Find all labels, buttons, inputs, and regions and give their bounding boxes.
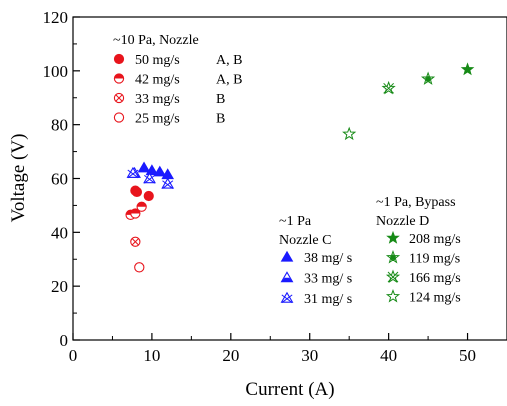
legend-title: ~1 Pa, Bypass	[376, 195, 456, 210]
y-tick-label: 40	[51, 223, 68, 242]
legend-entry-label: 42 mg/s	[135, 73, 180, 88]
data-point	[131, 186, 143, 198]
legend-nozzle-label: A, B	[216, 73, 242, 88]
data-point	[153, 165, 167, 177]
x-tick-label: 20	[222, 346, 239, 365]
x-tick-label: 50	[459, 346, 476, 365]
legend-nozzle-label: A, B	[216, 53, 242, 68]
legend-entry-label: 33 mg/ s	[304, 272, 352, 287]
legends: ~10 Pa, Nozzle 50 mg/s A, B 42 mg/s A, B 33 m…	[113, 33, 461, 307]
data-point	[136, 201, 147, 212]
legend-marker	[113, 92, 125, 104]
data-point	[126, 166, 140, 179]
data-point	[130, 236, 141, 247]
legend-marker	[280, 250, 294, 262]
legend-marker	[113, 112, 125, 123]
legend-entry-label: 38 mg/ s	[304, 251, 352, 266]
legend-entry-label: 25 mg/s	[135, 112, 180, 127]
data-point	[342, 126, 357, 141]
data-point	[460, 62, 475, 76]
data-point	[145, 164, 159, 176]
y-tick-label: 0	[60, 331, 69, 350]
legend-nozzle-label: B	[216, 112, 225, 127]
data-point	[137, 161, 151, 173]
legend-title: Nozzle C	[279, 233, 331, 248]
y-axis-label: Voltage (V)	[8, 134, 29, 223]
x-tick-label: 40	[380, 346, 397, 365]
legend-marker	[113, 73, 125, 84]
legend-lower-right: ~1 Pa, Bypass Nozzle D 208 mg/s 119 mg/s 166…	[376, 195, 461, 306]
legend-entry-label: 166 mg/s	[409, 271, 461, 286]
y-tick-label: 20	[51, 277, 68, 296]
y-tick-label: 100	[43, 62, 69, 81]
legend-marker	[386, 230, 400, 244]
data-point	[134, 262, 145, 273]
x-tick-label: 0	[69, 346, 78, 365]
legend-entry-label: 31 mg/ s	[304, 292, 352, 307]
y-tick-label: 60	[51, 170, 68, 189]
legend-top-left: ~10 Pa, Nozzle 50 mg/s A, B 42 mg/s A, B 33 m…	[113, 33, 242, 127]
data-point	[381, 80, 396, 95]
legend-marker	[280, 291, 294, 304]
data-point	[421, 71, 436, 85]
legend-marker	[113, 53, 125, 65]
legend-marker	[385, 250, 401, 264]
axis-ticks: 0 10 20 30 40 50 0 20 40 60 80 100 120	[43, 8, 477, 365]
legend-title: ~10 Pa, Nozzle	[113, 33, 199, 48]
y-tick-label: 80	[51, 116, 68, 135]
legend-lower-middle: ~1 Pa Nozzle C 38 mg/ s 33 mg/ s 31 mg/ s	[279, 214, 352, 307]
legend-marker	[385, 269, 401, 284]
data-points	[125, 62, 475, 273]
data-point	[143, 190, 154, 202]
data-point	[143, 172, 156, 184]
data-point	[161, 177, 175, 189]
x-tick-label: 10	[143, 346, 160, 365]
x-tick-label: 30	[301, 346, 318, 365]
legend-nozzle-label: B	[216, 92, 225, 107]
legend-entry-label: 124 mg/s	[409, 291, 461, 306]
legend-marker	[385, 289, 401, 303]
legend-entry-label: 50 mg/s	[135, 53, 180, 68]
legend-entry-label: 33 mg/s	[135, 92, 180, 107]
legend-entry-label: 208 mg/s	[409, 232, 461, 247]
legend-title: ~1 Pa	[279, 214, 312, 229]
y-tick-label: 120	[43, 8, 69, 27]
legend-marker	[280, 271, 294, 283]
data-point	[130, 208, 141, 219]
legend-entry-label: 119 mg/s	[409, 252, 460, 267]
legend-title: Nozzle D	[376, 214, 429, 229]
x-axis-label: Current (A)	[245, 379, 334, 400]
